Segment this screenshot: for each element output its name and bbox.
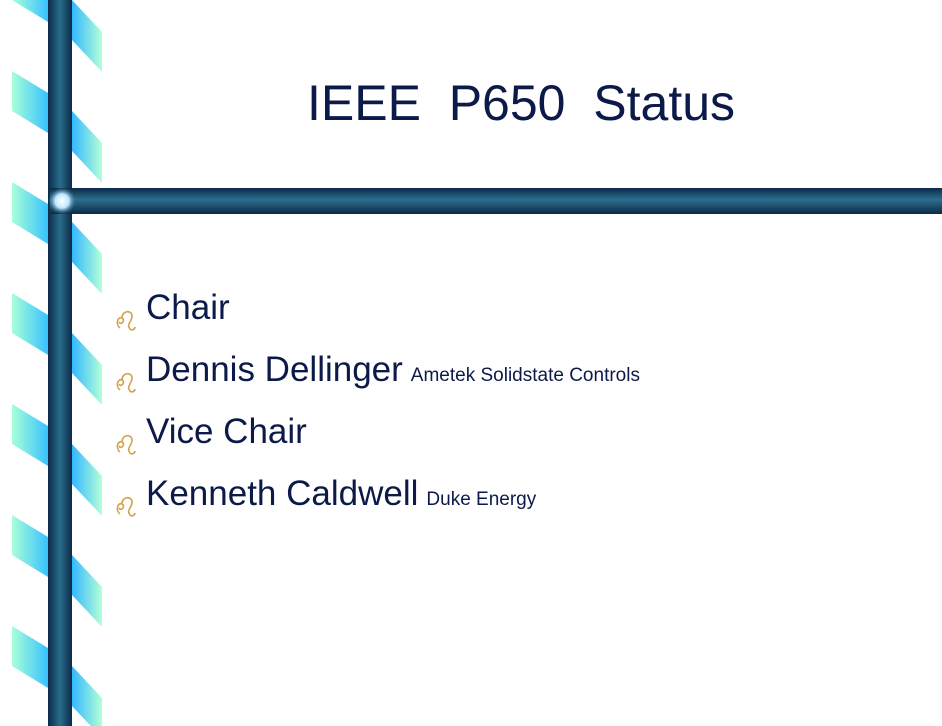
bullet-text: Kenneth Caldwell [146,474,418,514]
bullet-note: Duke Energy [426,489,536,511]
bullet-note: Ametek Solidstate Controls [411,365,640,387]
bullet-item: Dennis Dellinger Ametek Solidstate Contro… [112,350,640,412]
bullet-icon [112,492,138,518]
slide-title: IEEE P650 Status [100,74,942,132]
bullet-icon [112,306,138,332]
bullet-text: Vice Chair [146,412,307,452]
bullet-item: Kenneth Caldwell Duke Energy [112,474,640,536]
bullet-item: Chair [112,288,640,350]
bullet-item: Vice Chair [112,412,640,474]
bullet-list: Chair Dennis Dellinger Ametek Solidstate C… [112,288,640,536]
bullet-text: Dennis Dellinger [146,350,403,390]
slide: IEEE P650 Status Chair Dennis Dellinger Am… [0,0,942,726]
bullet-icon [112,368,138,394]
bullet-text: Chair [146,288,230,328]
bullet-icon [112,430,138,456]
